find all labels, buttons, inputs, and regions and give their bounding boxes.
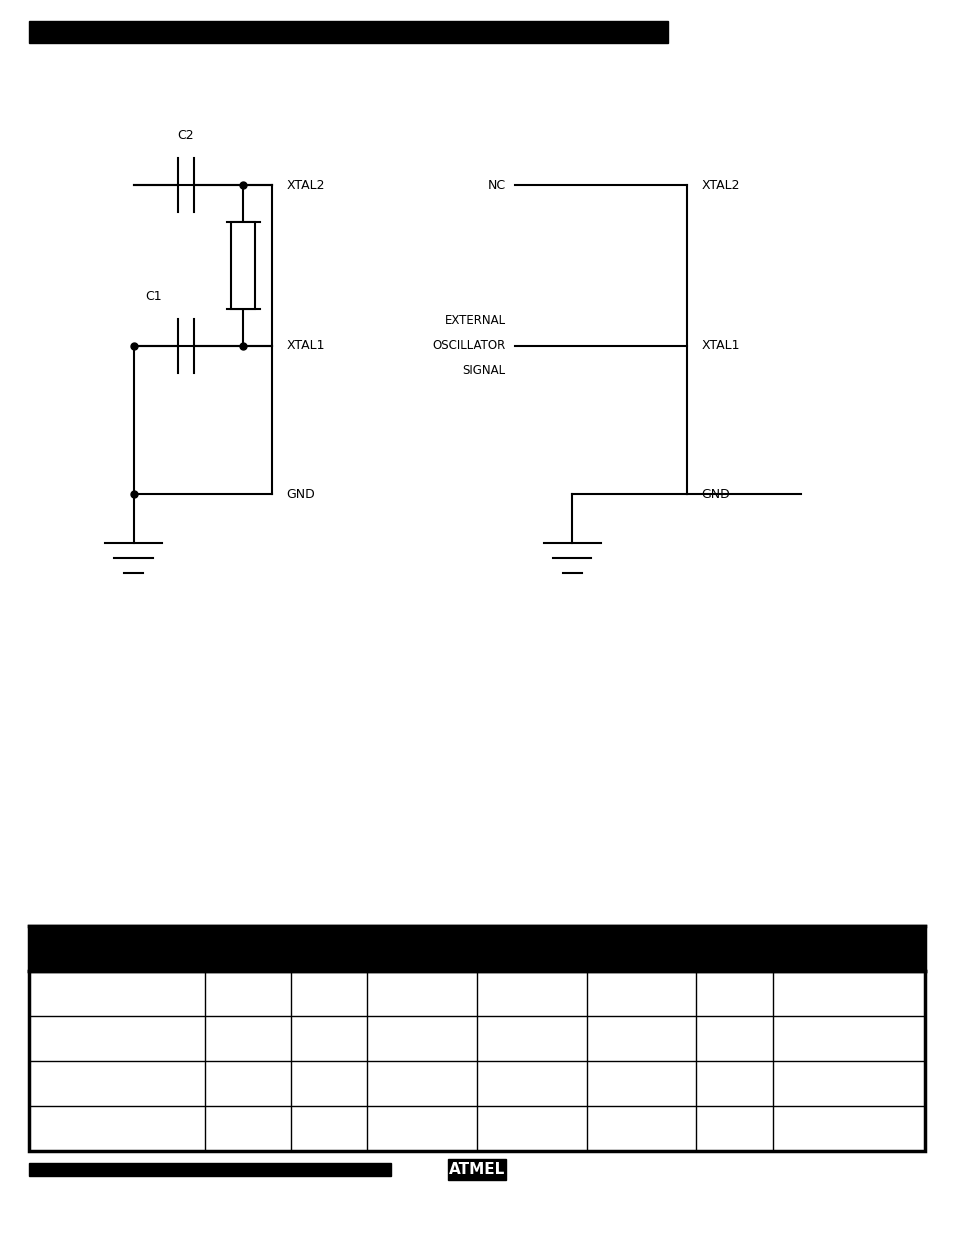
Bar bbox=[231, 222, 255, 309]
Text: XTAL1: XTAL1 bbox=[286, 340, 324, 352]
Text: EXTERNAL: EXTERNAL bbox=[444, 314, 505, 327]
Text: ATMEL: ATMEL bbox=[450, 1161, 503, 1178]
Text: SIGNAL: SIGNAL bbox=[462, 364, 505, 378]
Bar bbox=[29, 21, 667, 43]
Text: XTAL1: XTAL1 bbox=[700, 340, 739, 352]
Text: NC: NC bbox=[487, 179, 505, 191]
Bar bbox=[29, 926, 924, 971]
Text: GND: GND bbox=[700, 488, 729, 500]
Text: OSCILLATOR: OSCILLATOR bbox=[432, 340, 505, 352]
Text: XTAL2: XTAL2 bbox=[700, 179, 739, 191]
Bar bbox=[29, 926, 924, 1151]
Text: C1: C1 bbox=[145, 289, 161, 303]
Text: XTAL2: XTAL2 bbox=[286, 179, 324, 191]
Text: GND: GND bbox=[286, 488, 314, 500]
Text: ATMEL: ATMEL bbox=[449, 1162, 504, 1177]
Bar bbox=[29, 1163, 391, 1176]
Text: C2: C2 bbox=[177, 128, 194, 142]
